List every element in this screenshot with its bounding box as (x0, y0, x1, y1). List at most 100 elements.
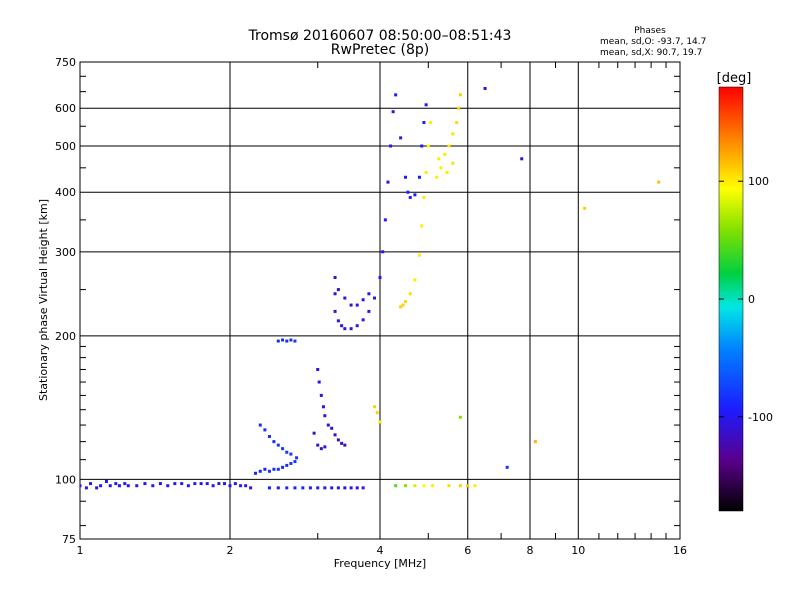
data-point (422, 195, 426, 199)
data-point (428, 121, 432, 125)
data-point (319, 393, 323, 397)
colorbar-tick-label: 0 (748, 293, 755, 306)
data-point (316, 367, 320, 371)
data-point (289, 452, 293, 456)
data-point (340, 441, 344, 445)
data-point (355, 486, 359, 490)
data-point (349, 327, 353, 331)
colorbar-tick-label: 100 (748, 175, 769, 188)
data-point (126, 484, 130, 488)
data-point (361, 486, 365, 490)
phases-heading: Phases (634, 26, 666, 36)
data-point (401, 303, 405, 307)
axis-ticks (80, 62, 680, 539)
data-point (323, 414, 327, 418)
data-point (166, 484, 170, 488)
data-point (413, 193, 417, 197)
data-point (367, 292, 371, 296)
data-point (333, 292, 337, 296)
data-point (223, 482, 227, 486)
data-point (143, 482, 147, 486)
data-point (505, 465, 509, 469)
data-point (323, 445, 327, 449)
data-point (205, 482, 209, 486)
data-point (84, 486, 88, 490)
data-point (373, 405, 377, 409)
y-axis-title: Stationary phase Virtual Height [km] (37, 199, 50, 401)
data-point (312, 431, 316, 435)
y-tick-label: 750 (55, 56, 76, 69)
data-point (413, 484, 417, 488)
data-point (437, 157, 441, 161)
data-point (533, 440, 537, 444)
data-point (253, 471, 257, 475)
data-point (293, 460, 297, 464)
x-tick-label: 1 (77, 544, 84, 557)
data-point (289, 338, 293, 342)
data-point (186, 484, 190, 488)
data-point (473, 484, 477, 488)
data-point (424, 103, 428, 107)
data-point (319, 447, 323, 451)
data-point (104, 479, 108, 483)
data-point (333, 433, 337, 437)
data-point (217, 482, 221, 486)
data-point (289, 461, 293, 465)
y-tick-labels: 75 100 200 300 400 500 600 750 (55, 56, 76, 546)
data-point (439, 166, 443, 170)
data-point (158, 482, 162, 486)
x-tick-label: 6 (464, 544, 471, 557)
data-point (267, 469, 271, 473)
data-point (276, 443, 280, 447)
data-point (355, 303, 359, 307)
data-point (445, 170, 449, 174)
data-point (520, 157, 524, 161)
x-tick-label: 10 (571, 544, 585, 557)
data-point (386, 180, 390, 184)
x-tick-label: 2 (227, 544, 234, 557)
data-point (403, 175, 407, 179)
data-point (361, 298, 365, 302)
data-point (426, 144, 430, 148)
phases-line-o: mean, sd,O: -93.7, 14.7 (600, 37, 706, 47)
data-point (583, 206, 587, 210)
data-point (458, 484, 462, 488)
data-point (408, 195, 412, 199)
x-tick-label: 4 (377, 544, 384, 557)
data-point (281, 465, 285, 469)
data-point (276, 486, 280, 490)
chart-title-line1: Tromsø 20160607 08:50:00–08:51:43 (248, 28, 512, 44)
data-point (343, 327, 347, 331)
data-point (435, 175, 439, 179)
y-tick-label: 300 (55, 246, 76, 259)
data-point (431, 484, 435, 488)
x-tick-label: 8 (527, 544, 534, 557)
data-point (321, 405, 325, 409)
data-point (323, 486, 327, 490)
data-point (343, 296, 347, 300)
grid-lines (80, 62, 680, 539)
data-point (336, 486, 340, 490)
colorbar-label: [deg] (717, 71, 752, 86)
data-point (657, 180, 661, 184)
data-point (135, 484, 139, 488)
data-point (267, 435, 271, 439)
data-point (239, 484, 243, 488)
data-point (457, 106, 461, 110)
data-point (249, 486, 253, 490)
data-point (391, 110, 395, 114)
data-points (80, 86, 661, 490)
data-point (333, 309, 337, 313)
data-point (151, 484, 155, 488)
data-point (420, 224, 424, 228)
data-point (228, 484, 232, 488)
data-point (458, 93, 462, 97)
data-point (276, 467, 280, 471)
data-point (173, 482, 177, 486)
data-point (114, 482, 118, 486)
data-point (258, 423, 262, 427)
data-point (451, 161, 455, 165)
x-axis-title: Frequency [MHz] (334, 557, 426, 570)
data-point (199, 482, 203, 486)
